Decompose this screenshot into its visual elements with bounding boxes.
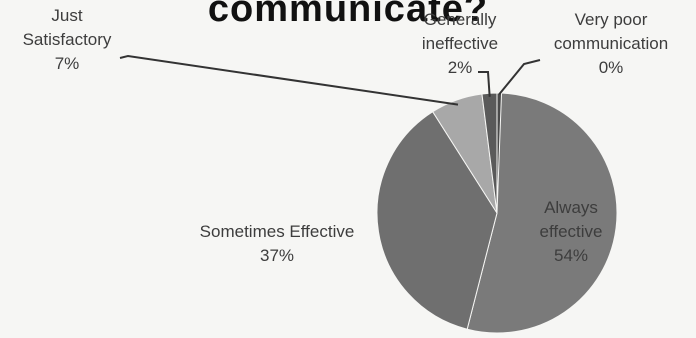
label-generally-ineffective: Generally ineffective 2% — [421, 10, 499, 77]
chart-title: communicate? — [207, 0, 489, 30]
leader-very-poor — [498, 59, 541, 95]
leader-just-satisfactory — [119, 54, 459, 106]
label-very-poor: Very poor communication 0% — [553, 10, 669, 77]
leader-generally-ineffective — [478, 71, 491, 97]
label-sometimes-effective: Sometimes Effective 37% — [199, 222, 355, 265]
label-always-effective: Always effective 54% — [539, 198, 603, 265]
label-just-satisfactory: Just Satisfactory 7% — [22, 6, 112, 73]
slice-always-effective — [466, 92, 618, 334]
